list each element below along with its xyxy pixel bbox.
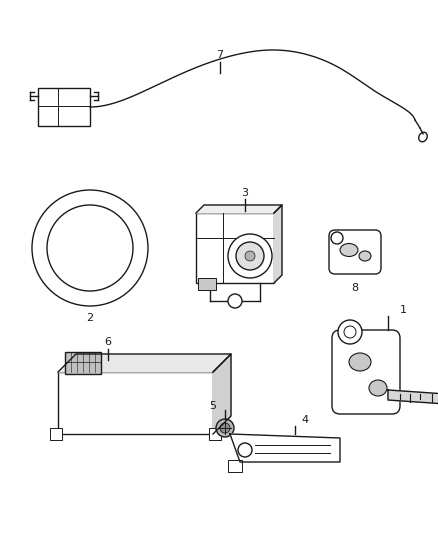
Ellipse shape xyxy=(359,251,371,261)
Bar xyxy=(50,428,62,440)
Ellipse shape xyxy=(349,353,371,371)
Circle shape xyxy=(236,242,264,270)
Text: 2: 2 xyxy=(86,313,94,323)
Circle shape xyxy=(220,423,230,433)
Bar xyxy=(209,428,221,440)
Text: 3: 3 xyxy=(241,188,248,198)
Ellipse shape xyxy=(369,380,387,396)
Circle shape xyxy=(245,251,255,261)
Circle shape xyxy=(331,232,343,244)
Bar xyxy=(65,352,101,374)
Circle shape xyxy=(338,320,362,344)
FancyBboxPatch shape xyxy=(332,330,400,414)
Text: 4: 4 xyxy=(301,415,308,425)
Bar xyxy=(58,372,213,434)
Polygon shape xyxy=(388,390,438,404)
Circle shape xyxy=(32,190,148,306)
Bar xyxy=(196,213,274,283)
Circle shape xyxy=(238,443,252,457)
Polygon shape xyxy=(230,434,340,462)
Circle shape xyxy=(47,205,133,291)
Polygon shape xyxy=(58,354,231,372)
Bar xyxy=(38,88,90,126)
Circle shape xyxy=(228,294,242,308)
Text: 6: 6 xyxy=(105,337,112,347)
Ellipse shape xyxy=(419,132,427,142)
Ellipse shape xyxy=(340,244,358,256)
Bar xyxy=(228,460,242,472)
Polygon shape xyxy=(213,354,231,434)
Circle shape xyxy=(216,419,234,437)
Text: 1: 1 xyxy=(399,305,406,315)
Polygon shape xyxy=(274,205,282,283)
Circle shape xyxy=(344,326,356,338)
Circle shape xyxy=(228,234,272,278)
Polygon shape xyxy=(196,205,282,213)
Bar xyxy=(198,278,216,290)
Text: 5: 5 xyxy=(209,401,216,411)
FancyBboxPatch shape xyxy=(329,230,381,274)
Text: 7: 7 xyxy=(216,50,223,60)
Text: 8: 8 xyxy=(351,283,359,293)
